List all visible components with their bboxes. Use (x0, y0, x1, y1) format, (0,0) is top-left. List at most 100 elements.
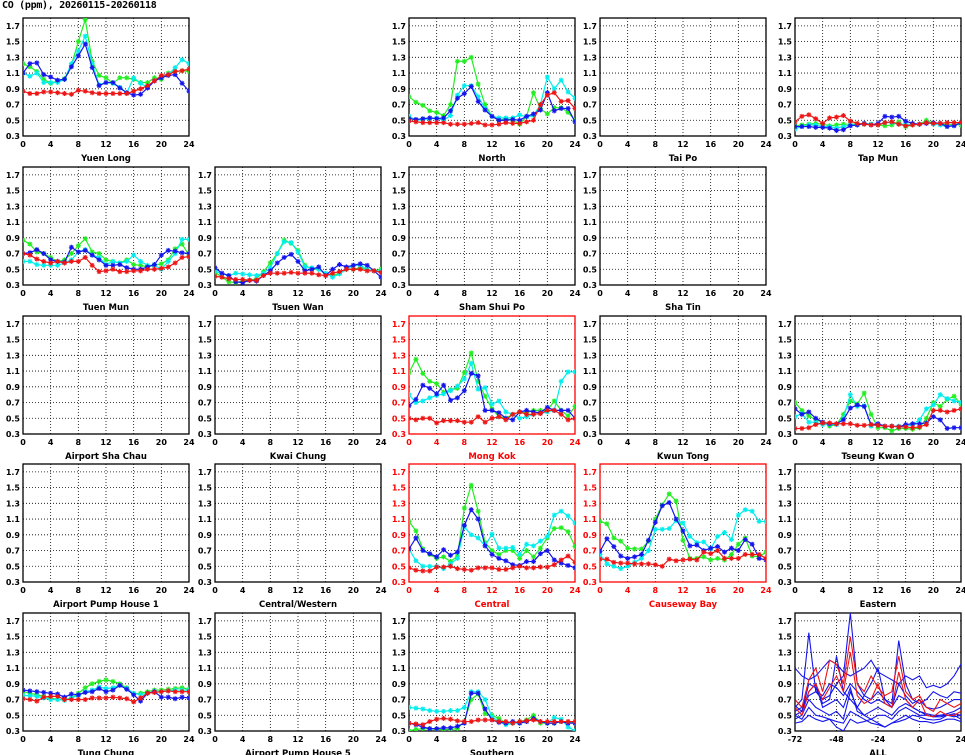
data-point-blue (316, 264, 322, 270)
data-point-cyan (551, 512, 557, 518)
plot-frame (214, 166, 382, 286)
data-point-cyan (625, 563, 631, 569)
data-point-red (544, 564, 550, 570)
y-tick-label: 1.1 (583, 515, 598, 524)
y-tick-label: 1.7 (583, 468, 597, 477)
data-point-red (48, 89, 54, 95)
panel-title: Central/Western (259, 600, 337, 610)
x-tick-label: 20 (348, 289, 360, 298)
data-point-blue (75, 53, 81, 59)
series-line-blue (795, 682, 961, 716)
y-tick-label: 0.7 (198, 399, 212, 408)
data-point-cyan (302, 264, 308, 270)
data-point-green (103, 677, 109, 683)
data-point-cyan (427, 563, 433, 569)
data-point-green (409, 370, 412, 376)
data-point-red (482, 717, 488, 723)
y-tick-label: 1.3 (392, 53, 406, 62)
y-tick-label: 0.3 (583, 281, 597, 290)
data-point-red (23, 88, 26, 94)
x-tick-label: 20 (156, 735, 168, 744)
data-point-blue (806, 409, 812, 415)
data-point-blue (666, 500, 672, 506)
data-point-red (910, 425, 916, 431)
data-point-red (496, 414, 502, 420)
data-point-red (41, 258, 47, 264)
data-point-red (165, 264, 171, 270)
data-point-cyan (23, 258, 26, 264)
y-tick-label: 1.3 (6, 648, 20, 657)
data-point-blue (434, 391, 440, 397)
data-point-blue (330, 266, 336, 272)
data-point-blue (558, 560, 564, 566)
x-tick-label: 24 (760, 586, 772, 595)
data-point-blue (337, 262, 342, 268)
x-tick-label: 20 (156, 289, 168, 298)
y-tick-label: 0.9 (6, 383, 21, 392)
data-point-blue (618, 553, 624, 559)
data-point-cyan (75, 48, 81, 54)
data-point-blue (23, 687, 26, 693)
data-point-blue (434, 726, 440, 731)
data-point-cyan (409, 392, 412, 398)
x-tick-label: 24 (183, 140, 195, 149)
y-tick-label: 0.7 (778, 696, 792, 705)
panel-yuen-long: 0.3 0.5 0.7 0.9 1.1 1.3 1.5 1.7 0 4 8 12 16 20 24 Yuen … (6, 17, 195, 164)
data-point-red (917, 424, 922, 430)
data-point-red (179, 689, 185, 695)
data-point-red (295, 270, 301, 276)
x-tick-label: 20 (542, 140, 554, 149)
plot-frame (794, 17, 962, 137)
data-point-red (454, 566, 460, 572)
data-point-cyan (517, 551, 523, 557)
x-tick-label: 16 (128, 586, 140, 595)
data-point-blue (427, 726, 433, 731)
data-point-red (165, 72, 171, 78)
data-point-green (847, 398, 853, 404)
y-tick-label: 1.5 (198, 484, 213, 493)
data-point-cyan (82, 33, 88, 39)
data-point-cyan (434, 708, 440, 714)
data-point-green (454, 58, 460, 64)
y-tick-label: 1.1 (583, 367, 598, 376)
data-point-blue (795, 124, 798, 130)
x-tick-label: 16 (705, 586, 717, 595)
data-point-blue (295, 258, 301, 264)
x-tick-label: 8 (848, 140, 854, 149)
x-tick-label: 0 (406, 140, 412, 149)
y-tick-label: 1.1 (583, 69, 598, 78)
data-point-red (868, 422, 874, 428)
data-point-red (226, 276, 232, 282)
data-point-red (62, 260, 67, 266)
data-point-red (151, 689, 157, 695)
data-point-blue (854, 402, 860, 408)
panel-central-western: 0.3 0.5 0.7 0.9 1.1 1.3 1.5 1.7 0 4 8 12 16 20 24 Centr… (198, 463, 387, 610)
y-tick-label: 1.3 (392, 351, 406, 360)
panel-tuen-mun: 0.3 0.5 0.7 0.9 1.1 1.3 1.5 1.7 0 4 8 12 16 20 24 Tuen … (6, 166, 195, 313)
data-point-blue (89, 252, 95, 258)
data-point-red (138, 86, 144, 92)
panel-tseung-kwan-o: 0.3 0.5 0.7 0.9 1.1 1.3 1.5 1.7 0 4 8 12 16 20 24 Tseun… (778, 315, 965, 462)
data-point-green (151, 75, 157, 81)
data-point-green (551, 526, 557, 532)
panel-sham-shui-po: 0.3 0.5 0.7 0.9 1.1 1.3 1.5 1.7 0 4 8 12 16 20 24 Sham … (392, 166, 581, 313)
data-point-blue (441, 115, 447, 121)
x-tick-label: 8 (848, 586, 854, 595)
data-point-red (551, 562, 557, 568)
data-point-red (330, 270, 336, 276)
data-point-cyan (558, 77, 564, 83)
data-point-blue (82, 689, 88, 695)
data-point-green (735, 541, 741, 547)
data-point-cyan (165, 258, 171, 264)
data-point-blue (795, 406, 798, 412)
data-point-cyan (413, 705, 419, 711)
y-tick-label: 1.3 (198, 351, 212, 360)
data-point-green (701, 554, 707, 560)
data-point-blue (659, 503, 665, 509)
panel-title: Airport Sha Chau (65, 452, 147, 462)
data-point-green (124, 75, 130, 81)
data-point-green (475, 378, 481, 384)
y-tick-label: 1.3 (778, 351, 792, 360)
data-point-red (441, 564, 447, 570)
data-point-blue (572, 565, 575, 571)
